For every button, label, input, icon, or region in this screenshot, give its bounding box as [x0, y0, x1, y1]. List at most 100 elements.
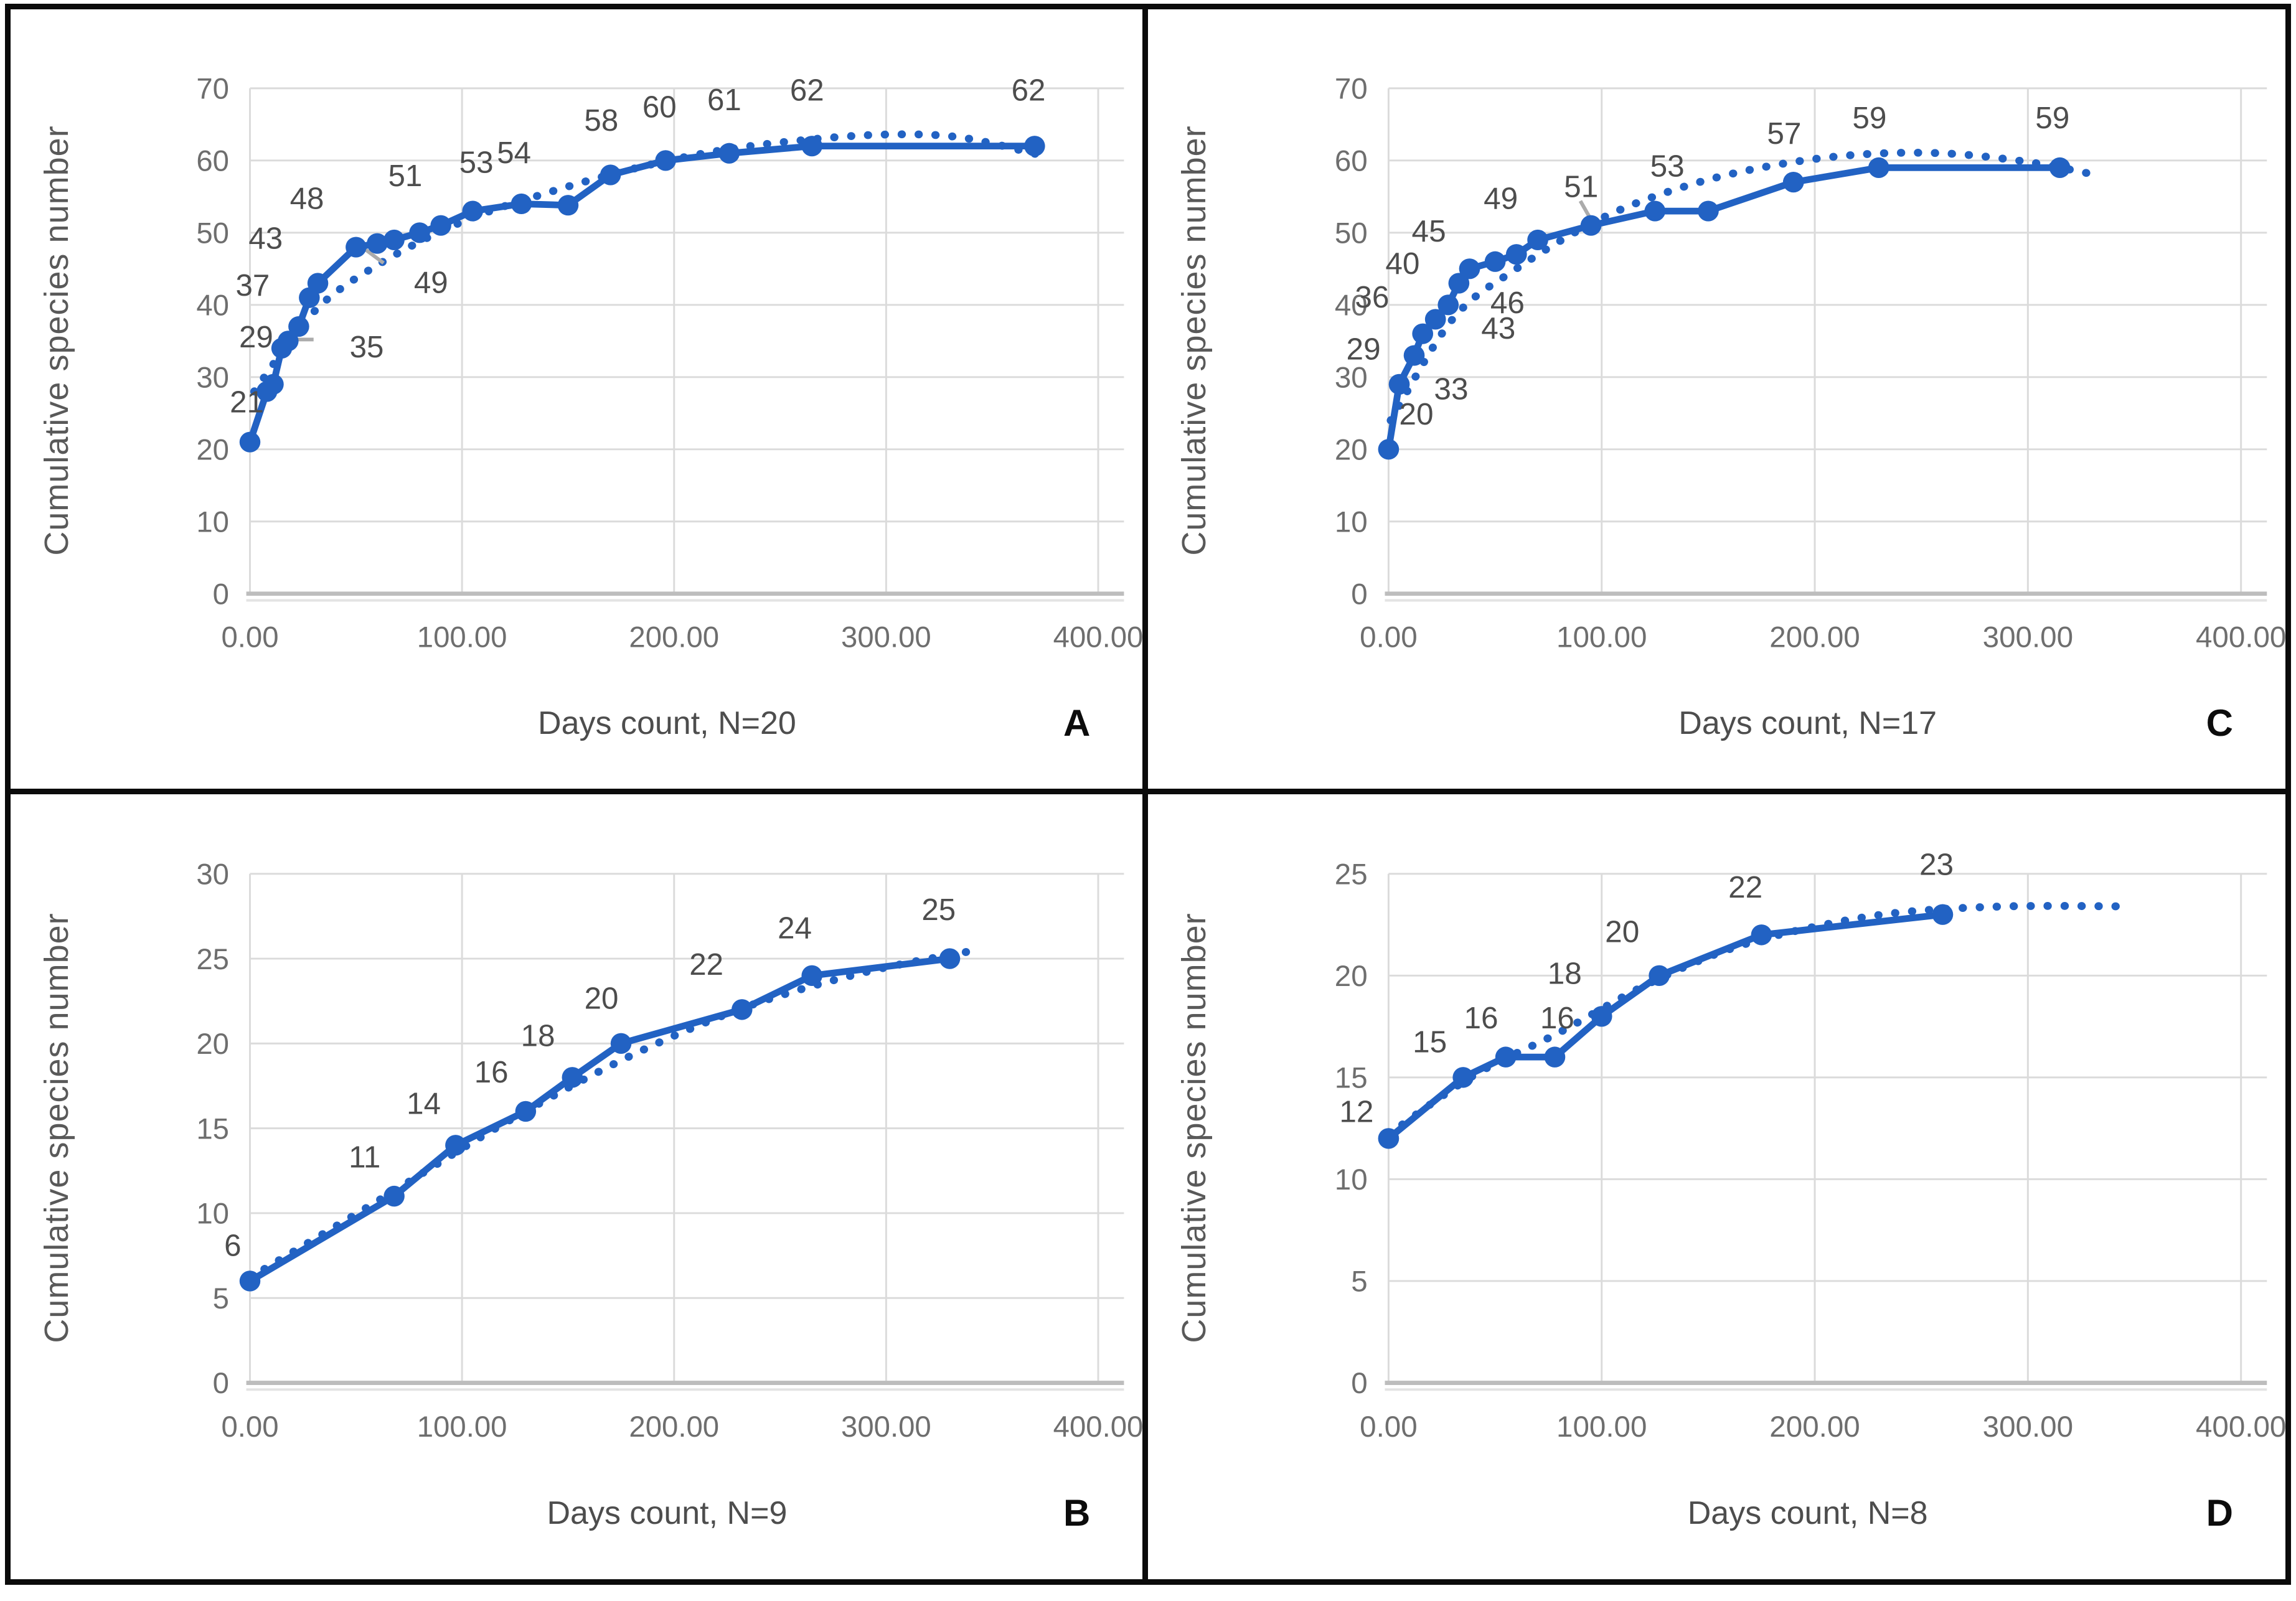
svg-text:100.00: 100.00 — [417, 621, 507, 654]
svg-text:46: 46 — [1490, 286, 1525, 321]
svg-text:30: 30 — [196, 858, 229, 891]
svg-text:5: 5 — [1351, 1265, 1367, 1298]
svg-text:18: 18 — [521, 1019, 555, 1053]
svg-text:20: 20 — [1399, 397, 1433, 431]
panel-d: 0 5 10 15 20 25 0.00 100.00 200.00 300.00 400.00 12… — [1148, 794, 2285, 1579]
svg-text:0: 0 — [213, 1367, 229, 1400]
svg-text:23: 23 — [1919, 848, 1954, 882]
svg-text:400.00: 400.00 — [1053, 621, 1142, 654]
svg-text:51: 51 — [1564, 170, 1598, 204]
panel-c-x-axis-title: Days count, N=17 — [1678, 705, 1937, 741]
svg-text:43: 43 — [248, 222, 283, 256]
panel-a-x-axis-title: Days count, N=20 — [538, 705, 796, 741]
svg-text:35: 35 — [350, 331, 384, 364]
svg-text:22: 22 — [1728, 870, 1762, 904]
svg-text:16: 16 — [1464, 1001, 1498, 1035]
svg-text:200.00: 200.00 — [629, 1411, 719, 1444]
svg-text:59: 59 — [2035, 101, 2069, 135]
svg-text:14: 14 — [407, 1087, 441, 1121]
panel-d-y-axis-title: Cumulative species number — [1175, 913, 1213, 1343]
svg-text:100.00: 100.00 — [417, 1411, 507, 1444]
svg-text:45: 45 — [1412, 214, 1446, 248]
svg-text:50: 50 — [1335, 217, 1368, 250]
panel-a-chart-canvas: 0 10 20 30 40 50 60 70 0.00 100.00 200.00 300.00 400… — [196, 72, 1142, 654]
svg-text:40: 40 — [1335, 289, 1368, 322]
svg-text:21: 21 — [230, 386, 264, 420]
panel-d-x-axis-title: Days count, N=8 — [1687, 1495, 1928, 1531]
svg-text:10: 10 — [1335, 506, 1368, 539]
svg-text:25: 25 — [196, 943, 229, 976]
svg-text:36: 36 — [1355, 281, 1389, 315]
svg-text:0.00: 0.00 — [1360, 621, 1418, 654]
svg-text:30: 30 — [196, 361, 229, 394]
svg-text:20: 20 — [196, 433, 229, 466]
svg-text:49: 49 — [414, 266, 448, 300]
svg-text:51: 51 — [388, 159, 423, 193]
svg-text:0.00: 0.00 — [1360, 1411, 1418, 1444]
panel-b-y-axis-title: Cumulative species number — [38, 913, 75, 1343]
svg-text:20: 20 — [1335, 960, 1368, 993]
svg-text:24: 24 — [778, 911, 812, 945]
svg-text:37: 37 — [236, 269, 270, 303]
svg-text:400.00: 400.00 — [2196, 1411, 2285, 1444]
svg-text:62: 62 — [790, 74, 824, 108]
svg-text:30: 30 — [1335, 362, 1368, 395]
svg-text:48: 48 — [290, 182, 324, 216]
svg-text:58: 58 — [584, 104, 618, 138]
svg-text:49: 49 — [1484, 182, 1518, 216]
svg-text:400.00: 400.00 — [1053, 1411, 1142, 1444]
svg-text:100.00: 100.00 — [1556, 1411, 1647, 1444]
svg-text:0: 0 — [213, 578, 229, 611]
panel-b-letter: B — [1063, 1491, 1091, 1534]
svg-text:40: 40 — [196, 289, 229, 322]
svg-text:60: 60 — [1335, 145, 1368, 178]
svg-text:25: 25 — [1335, 858, 1368, 891]
svg-text:300.00: 300.00 — [1983, 621, 2073, 654]
svg-text:59: 59 — [1852, 101, 1886, 135]
svg-text:200.00: 200.00 — [1769, 1411, 1860, 1444]
svg-text:20: 20 — [585, 981, 619, 1015]
panel-b: 0 5 10 15 20 25 30 0.00 100.00 200.00 300.00 400.00… — [11, 794, 1148, 1579]
svg-text:57: 57 — [1767, 116, 1801, 151]
svg-text:6: 6 — [224, 1229, 241, 1263]
svg-text:15: 15 — [1413, 1025, 1447, 1059]
svg-text:200.00: 200.00 — [1769, 621, 1860, 654]
panel-b-x-axis-title: Days count, N=9 — [547, 1495, 788, 1531]
svg-text:0: 0 — [1351, 578, 1367, 611]
panel-d-chart-canvas: 0 5 10 15 20 25 0.00 100.00 200.00 300.00 400.00 12… — [1335, 848, 2285, 1444]
panel-a: 0 10 20 30 40 50 60 70 0.00 100.00 200.00 300.00 400… — [11, 9, 1148, 794]
panel-c-letter: C — [2206, 702, 2233, 744]
svg-text:29: 29 — [239, 321, 273, 354]
svg-text:300.00: 300.00 — [1983, 1411, 2073, 1444]
svg-text:10: 10 — [196, 1198, 229, 1231]
panel-c: 0 10 20 30 40 50 60 70 0.00 100.00 200.00 300.00 400… — [1148, 9, 2285, 794]
svg-text:62: 62 — [1012, 74, 1046, 108]
svg-text:60: 60 — [196, 144, 229, 177]
svg-text:0: 0 — [1351, 1367, 1367, 1400]
svg-text:20: 20 — [1335, 434, 1368, 467]
svg-text:20: 20 — [1605, 914, 1639, 949]
svg-text:10: 10 — [196, 505, 229, 538]
svg-text:33: 33 — [1434, 372, 1468, 406]
svg-text:61: 61 — [707, 83, 741, 117]
panel-a-y-axis-title: Cumulative species number — [38, 125, 75, 556]
svg-text:300.00: 300.00 — [841, 621, 931, 654]
svg-text:12: 12 — [1339, 1095, 1373, 1129]
svg-text:53: 53 — [1650, 149, 1685, 184]
svg-text:70: 70 — [1335, 73, 1368, 106]
svg-text:43: 43 — [1481, 311, 1515, 345]
svg-text:0.00: 0.00 — [221, 1411, 278, 1444]
svg-text:16: 16 — [474, 1055, 509, 1089]
svg-text:60: 60 — [642, 91, 677, 124]
svg-text:25: 25 — [921, 893, 956, 927]
svg-text:54: 54 — [497, 136, 531, 170]
svg-text:18: 18 — [1548, 957, 1582, 991]
svg-text:22: 22 — [689, 947, 723, 982]
svg-text:200.00: 200.00 — [629, 621, 719, 654]
svg-text:53: 53 — [459, 146, 494, 180]
svg-text:15: 15 — [196, 1112, 229, 1145]
svg-text:70: 70 — [196, 72, 229, 105]
svg-text:100.00: 100.00 — [1556, 621, 1647, 654]
panel-c-y-axis-title: Cumulative species number — [1175, 125, 1213, 556]
